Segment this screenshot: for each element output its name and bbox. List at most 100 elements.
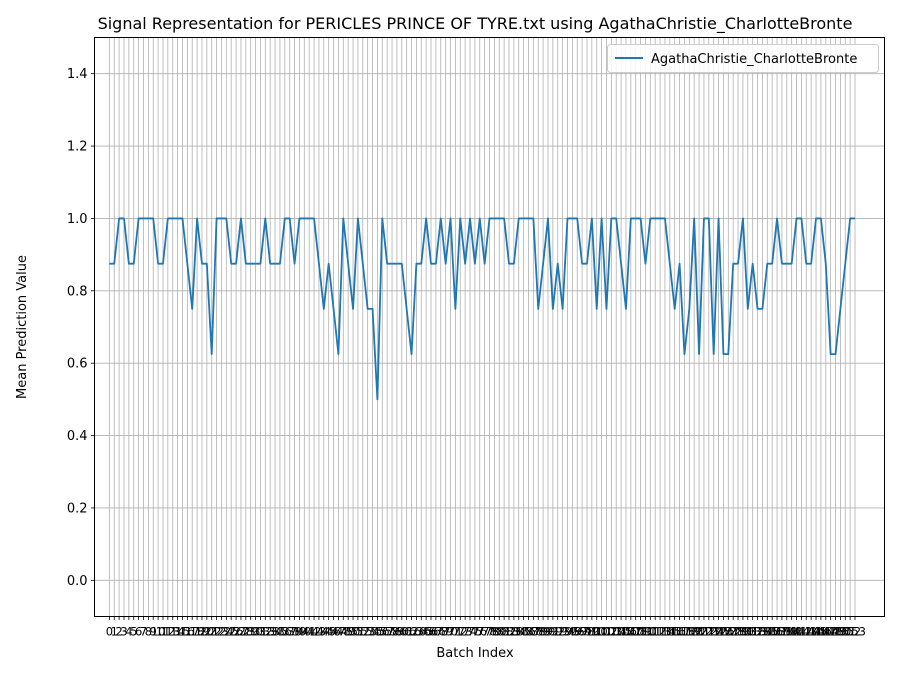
data-point bbox=[299, 218, 301, 220]
x-tick-label: 29 bbox=[243, 625, 258, 639]
data-point bbox=[167, 218, 169, 220]
data-point bbox=[596, 308, 598, 310]
data-point bbox=[649, 218, 651, 220]
x-tick-label: 137 bbox=[766, 625, 788, 639]
y-tick-label: 1.2 bbox=[67, 140, 88, 155]
x-tick-label: 32 bbox=[258, 625, 273, 639]
x-tick-label: 88 bbox=[531, 625, 546, 639]
x-tick-label: 95 bbox=[565, 625, 580, 639]
data-point bbox=[440, 218, 442, 220]
x-tick-label: 47 bbox=[331, 625, 346, 639]
data-point bbox=[177, 218, 179, 220]
data-point bbox=[766, 263, 768, 265]
x-axis-label: Batch Index bbox=[436, 646, 514, 661]
x-tick-label: 82 bbox=[502, 625, 517, 639]
x-tick-label: 31 bbox=[253, 625, 268, 639]
x-tick-label: 98 bbox=[580, 625, 595, 639]
data-point bbox=[206, 263, 208, 265]
x-tick-label: 147 bbox=[815, 625, 837, 639]
data-point bbox=[727, 353, 729, 355]
x-tick-label: 151 bbox=[834, 625, 856, 639]
x-tick-label: 107 bbox=[620, 625, 642, 639]
x-tick-label: 146 bbox=[810, 625, 832, 639]
y-tick-label: 0.4 bbox=[67, 429, 88, 444]
data-point bbox=[289, 218, 291, 220]
x-tick-label: 5 bbox=[130, 625, 137, 639]
data-point bbox=[201, 263, 203, 265]
x-tick-label: 149 bbox=[825, 625, 847, 639]
data-point bbox=[498, 218, 500, 220]
data-point bbox=[143, 218, 145, 220]
data-point bbox=[172, 218, 174, 220]
x-tick-label: 34 bbox=[268, 625, 283, 639]
data-point bbox=[386, 263, 388, 265]
x-tick-label: 105 bbox=[610, 625, 632, 639]
x-tick-label: 123 bbox=[698, 625, 720, 639]
data-point bbox=[284, 218, 286, 220]
x-tick-label: 43 bbox=[312, 625, 327, 639]
x-tick-label: 148 bbox=[820, 625, 842, 639]
x-tick-label: 4 bbox=[125, 625, 132, 639]
data-point bbox=[571, 218, 573, 220]
x-tick-label: 11 bbox=[156, 625, 171, 639]
data-point bbox=[732, 263, 734, 265]
data-point bbox=[464, 263, 466, 265]
data-point bbox=[854, 218, 856, 220]
x-tick-label: 143 bbox=[795, 625, 817, 639]
x-tick-label: 84 bbox=[511, 625, 526, 639]
data-point bbox=[703, 218, 705, 220]
x-tick-label: 125 bbox=[708, 625, 730, 639]
data-point bbox=[610, 218, 612, 220]
x-tick-label: 121 bbox=[688, 625, 710, 639]
data-point bbox=[757, 308, 759, 310]
x-tick-label: 128 bbox=[722, 625, 744, 639]
data-point bbox=[108, 263, 110, 265]
data-point bbox=[830, 353, 832, 355]
data-point bbox=[469, 218, 471, 220]
y-axis-ticks: 0.0 0.2 0.4 0.6 0.8 1.0 1.2 1.4 bbox=[67, 67, 95, 589]
data-point bbox=[523, 218, 525, 220]
x-tick-label: 101 bbox=[591, 625, 613, 639]
data-point bbox=[138, 218, 140, 220]
data-point bbox=[425, 218, 427, 220]
data-point bbox=[557, 263, 559, 265]
data-point bbox=[255, 263, 257, 265]
data-point bbox=[576, 218, 578, 220]
x-tick-label: 9 bbox=[150, 625, 157, 639]
data-point bbox=[240, 218, 242, 220]
data-point bbox=[659, 218, 661, 220]
data-point bbox=[313, 218, 315, 220]
y-tick-label: 0.2 bbox=[67, 501, 88, 516]
x-tick-label: 57 bbox=[380, 625, 395, 639]
series-layer bbox=[108, 217, 856, 401]
x-tick-label: 80 bbox=[492, 625, 507, 639]
data-point bbox=[771, 263, 773, 265]
x-tick-label: 94 bbox=[560, 625, 575, 639]
data-point bbox=[752, 263, 754, 265]
data-point bbox=[640, 218, 642, 220]
data-point bbox=[493, 218, 495, 220]
data-point bbox=[372, 308, 374, 310]
data-point bbox=[654, 218, 656, 220]
legend: AgathaChristie_CharlotteBronte bbox=[607, 44, 879, 73]
data-point bbox=[606, 308, 608, 310]
x-tick-label: 113 bbox=[649, 625, 671, 639]
x-tick-label: 42 bbox=[307, 625, 322, 639]
data-point bbox=[635, 218, 637, 220]
x-tick-label: 139 bbox=[776, 625, 798, 639]
x-tick-label: 127 bbox=[717, 625, 739, 639]
x-tick-label: 20 bbox=[200, 625, 215, 639]
x-tick-label: 112 bbox=[644, 625, 666, 639]
x-tick-label: 110 bbox=[634, 625, 656, 639]
data-point bbox=[532, 218, 534, 220]
x-tick-label: 53 bbox=[360, 625, 375, 639]
data-point bbox=[630, 218, 632, 220]
y-tick-label: 1.4 bbox=[67, 67, 88, 82]
x-tick-label: 111 bbox=[639, 625, 661, 639]
data-point bbox=[586, 263, 588, 265]
x-tick-label: 59 bbox=[390, 625, 405, 639]
data-point bbox=[294, 263, 296, 265]
data-point bbox=[415, 263, 417, 265]
data-point bbox=[123, 218, 125, 220]
